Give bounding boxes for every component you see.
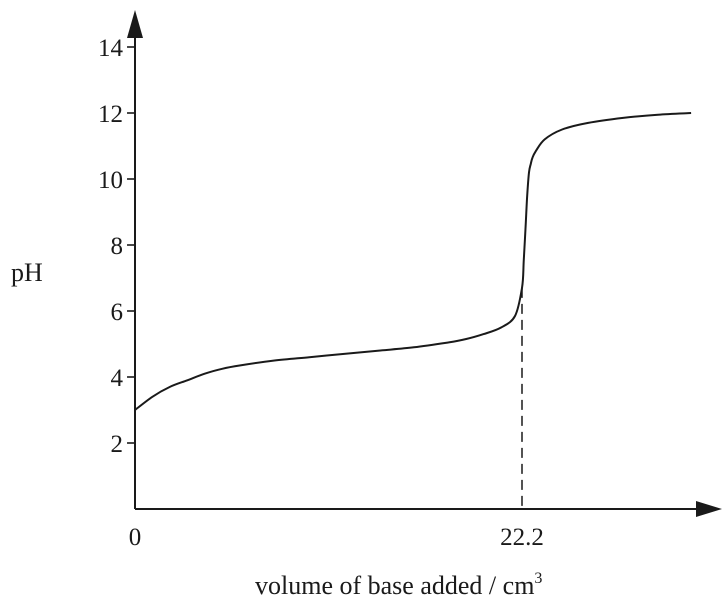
x-axis-label-main: volume of base added / cm xyxy=(255,571,534,600)
y-tick-label: 12 xyxy=(98,101,123,128)
series-lines xyxy=(134,112,692,411)
y-tick-label: 2 xyxy=(111,431,124,458)
y-axis-arrowhead xyxy=(127,10,143,38)
y-tick-label: 14 xyxy=(98,35,124,62)
x-axis-label: volume of base added / cm3 xyxy=(255,570,542,600)
x-tick-label: 0 xyxy=(129,524,142,551)
axes xyxy=(127,10,722,517)
axis-labels: pH volume of base added / cm3 xyxy=(11,258,542,600)
tick-marks: 2 4 6 8 10 12 14 0 22.2 xyxy=(98,35,544,551)
y-tick-label: 4 xyxy=(111,365,124,392)
x-tick-label: 22.2 xyxy=(500,524,544,551)
y-tick-label: 10 xyxy=(98,167,123,194)
titration-curve-line xyxy=(134,112,692,411)
x-axis-label-superscript: 3 xyxy=(534,570,542,587)
y-tick-label: 6 xyxy=(111,299,124,326)
x-axis-arrowhead xyxy=(696,501,722,517)
y-tick-label: 8 xyxy=(111,233,124,260)
y-axis-label: pH xyxy=(11,258,43,287)
